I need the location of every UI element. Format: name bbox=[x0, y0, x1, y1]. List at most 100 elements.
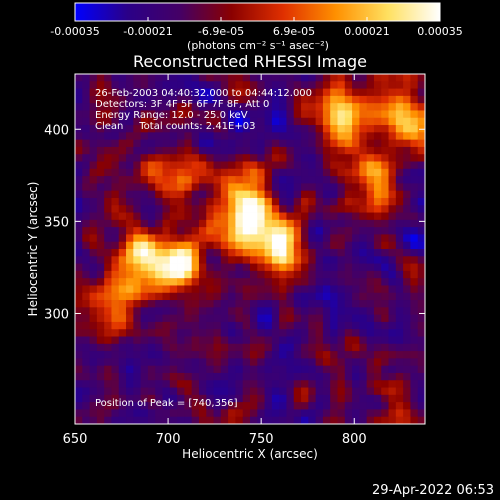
heatmap-cell bbox=[410, 161, 419, 170]
heatmap-cell bbox=[162, 409, 171, 418]
heatmap-cell bbox=[220, 307, 229, 316]
heatmap-cell bbox=[359, 314, 368, 323]
heatmap-cell bbox=[118, 343, 127, 352]
heatmap-cell bbox=[271, 270, 280, 279]
heatmap-cell bbox=[403, 409, 411, 418]
heatmap-cell bbox=[220, 110, 229, 119]
heatmap-cell bbox=[162, 227, 171, 235]
heatmap-cell bbox=[417, 249, 426, 257]
heatmap-cell bbox=[279, 292, 287, 301]
heatmap-cell bbox=[191, 234, 200, 243]
heatmap-cell bbox=[140, 394, 149, 403]
heatmap-cell bbox=[220, 314, 229, 323]
heatmap-cell bbox=[381, 394, 389, 403]
heatmap-cell bbox=[75, 307, 83, 316]
heatmap-cell bbox=[155, 307, 163, 316]
heatmap-cell bbox=[381, 358, 389, 367]
heatmap-cell bbox=[250, 387, 258, 396]
heatmap-cell bbox=[118, 197, 127, 206]
heatmap-cell bbox=[169, 372, 178, 381]
heatmap-cell bbox=[403, 183, 411, 192]
heatmap-cell bbox=[373, 278, 382, 286]
heatmap-cell bbox=[279, 205, 287, 213]
heatmap-cell bbox=[264, 278, 273, 286]
heatmap-cell bbox=[220, 351, 229, 359]
heatmap-cell bbox=[322, 278, 331, 286]
heatmap-cell bbox=[177, 292, 185, 301]
heatmap-cell bbox=[198, 95, 207, 104]
heatmap-cell bbox=[417, 380, 426, 388]
heatmap-cell bbox=[359, 278, 368, 286]
heatmap-cell bbox=[301, 365, 309, 374]
heatmap-cell bbox=[403, 329, 411, 337]
heatmap-cell bbox=[373, 234, 382, 243]
heatmap-cell bbox=[271, 285, 280, 294]
heatmap-cell bbox=[410, 176, 419, 184]
heatmap-cell bbox=[191, 321, 200, 330]
heatmap-cell bbox=[403, 110, 411, 119]
heatmap-cell bbox=[118, 285, 127, 294]
heatmap-cell bbox=[133, 219, 142, 228]
heatmap-cell bbox=[104, 74, 112, 82]
heatmap-cell bbox=[147, 300, 156, 308]
heatmap-cell bbox=[206, 249, 214, 257]
heatmap-cell bbox=[388, 103, 397, 111]
heatmap-cell bbox=[286, 183, 295, 192]
heatmap-cell bbox=[301, 270, 309, 279]
heatmap-cell bbox=[264, 176, 273, 184]
heatmap-cell bbox=[293, 183, 302, 192]
heatmap-cell bbox=[242, 234, 251, 243]
heatmap-cell bbox=[344, 307, 353, 316]
heatmap-cell bbox=[308, 314, 317, 323]
heatmap-cell bbox=[228, 95, 236, 104]
heatmap-cell bbox=[169, 161, 178, 170]
heatmap-cell bbox=[315, 132, 324, 141]
heatmap-cell bbox=[381, 88, 389, 97]
heatmap-cell bbox=[366, 168, 375, 177]
heatmap-cell bbox=[133, 358, 142, 367]
heatmap-cell bbox=[147, 409, 156, 418]
heatmap-cell bbox=[403, 212, 411, 221]
heatmap-cell bbox=[82, 183, 90, 192]
heatmap-cell bbox=[352, 103, 360, 111]
heatmap-cell bbox=[235, 365, 244, 374]
heatmap-cell bbox=[286, 409, 295, 418]
heatmap-cell bbox=[257, 212, 265, 221]
heatmap-cell bbox=[322, 183, 331, 192]
heatmap-cell bbox=[111, 343, 120, 352]
heatmap-cell bbox=[235, 110, 244, 119]
heatmap-cell bbox=[417, 132, 426, 141]
heatmap-cell bbox=[111, 161, 120, 170]
heatmap-cell bbox=[264, 402, 273, 410]
heatmap-cell bbox=[337, 125, 346, 133]
annotation-peak-position: Position of Peak = [740,356] bbox=[95, 398, 238, 409]
heatmap-cell bbox=[75, 402, 83, 410]
heatmap-cell bbox=[89, 103, 98, 111]
heatmap-cell bbox=[337, 154, 346, 162]
heatmap-cell bbox=[308, 372, 317, 381]
heatmap-cell bbox=[228, 219, 236, 228]
heatmap-cell bbox=[395, 307, 404, 316]
heatmap-cell bbox=[322, 132, 331, 141]
heatmap-cell bbox=[177, 372, 185, 381]
heatmap-cell bbox=[381, 161, 389, 170]
heatmap-cell bbox=[388, 358, 397, 367]
heatmap-cell bbox=[373, 263, 382, 272]
heatmap-cell bbox=[417, 402, 426, 410]
heatmap-cell bbox=[410, 387, 419, 396]
heatmap-cell bbox=[184, 132, 193, 141]
heatmap-cell bbox=[242, 336, 251, 345]
heatmap-cell bbox=[169, 336, 178, 345]
heatmap-cell bbox=[286, 343, 295, 352]
heatmap-cell bbox=[220, 329, 229, 337]
heatmap-cell bbox=[373, 95, 382, 104]
heatmap-cell bbox=[206, 241, 214, 250]
heatmap-cell bbox=[352, 387, 360, 396]
heatmap-cell bbox=[410, 394, 419, 403]
heatmap-cell bbox=[242, 249, 251, 257]
heatmap-cell bbox=[381, 372, 389, 381]
heatmap-cell bbox=[344, 343, 353, 352]
heatmap-cell bbox=[286, 74, 295, 82]
heatmap-cell bbox=[388, 125, 397, 133]
heatmap-cell bbox=[315, 278, 324, 286]
